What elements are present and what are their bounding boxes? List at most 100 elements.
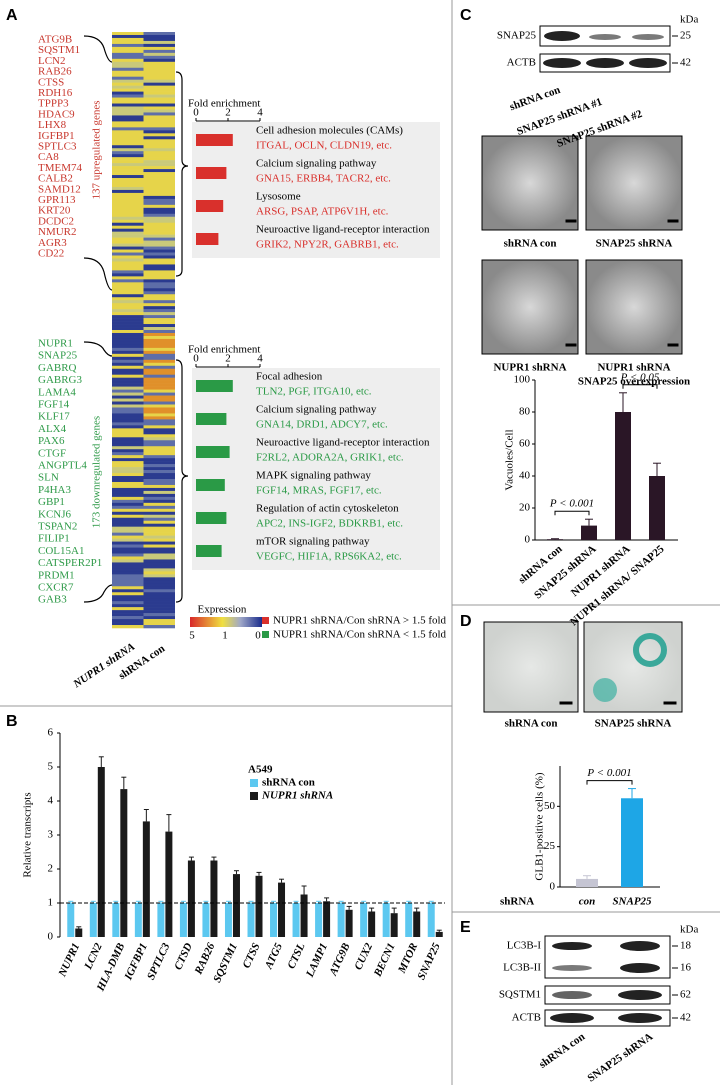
heatmap-cell (112, 425, 144, 429)
heatmap-cell (143, 133, 175, 137)
heatmap-cell (112, 121, 144, 125)
heatmap-cell (112, 595, 144, 599)
heatmap-cell (112, 160, 144, 164)
marker-label: 25 (680, 30, 692, 42)
gene-label: COL15A1 (38, 545, 84, 557)
bar (196, 134, 233, 146)
heatmap-cell (112, 210, 144, 215)
heatmap-cell (112, 273, 144, 277)
heatmap-cell (143, 583, 175, 587)
heatmap-cell (112, 309, 144, 313)
heatmap-cell (112, 70, 144, 75)
heatmap-cell (143, 589, 175, 593)
heatmap-cell (112, 413, 144, 417)
heatmap-cell (143, 309, 175, 313)
heatmap-cell (143, 91, 175, 95)
heatmap-cell (143, 222, 175, 226)
heatmap-cell (112, 118, 144, 122)
heatmap-cell (112, 601, 144, 605)
heatmap-cell (112, 386, 144, 390)
heatmap-cell (112, 222, 144, 226)
heatmap-cell (112, 303, 144, 307)
gene-label: NUPR1 (38, 338, 73, 350)
heatmap-cell (143, 487, 175, 492)
term-label: Neuroactive ligand-receptor interaction (256, 437, 430, 449)
heatmap-cell (143, 267, 175, 271)
legend-swatch (250, 792, 258, 800)
gene-label: ALX4 (38, 423, 67, 435)
heatmap-cell (143, 464, 175, 468)
panel-label: D (460, 613, 472, 630)
heatmap-cell (112, 610, 144, 614)
heatmap-cell (143, 350, 175, 355)
bar (255, 875, 263, 937)
heatmap-cell (143, 207, 175, 212)
heatmap-cell (143, 163, 175, 167)
heatmap-cell (143, 300, 175, 304)
x-tick-label: BECN1 (371, 941, 397, 979)
heatmap-cell (112, 32, 144, 36)
heatmap-cell (143, 312, 175, 316)
gene-label: CALB2 (38, 173, 73, 185)
heatmap-cell (112, 55, 144, 60)
heatmap-cell (143, 76, 175, 80)
y-tick-label: 25 (544, 840, 556, 852)
heatmap-cell (112, 124, 144, 128)
p-value: P < 0.001 (549, 498, 594, 510)
heatmap-cell (143, 321, 175, 325)
heatmap-cell (143, 410, 175, 414)
heatmap-cell (112, 395, 144, 399)
heatmap-cell (143, 467, 175, 471)
heatmap-cell (143, 106, 175, 110)
y-tick-label: 60 (519, 438, 531, 450)
gene-label: TPPP3 (38, 98, 69, 110)
heatmap-cell (143, 303, 175, 307)
axis-title: Vacuoles/Cell (504, 429, 516, 490)
gene-label: CTSS (38, 76, 64, 88)
heatmap-cell (112, 556, 144, 560)
heatmap-cell (112, 440, 144, 444)
y-tick-label: 3 (48, 829, 54, 841)
heatmap-cell (143, 213, 175, 218)
heatmap-cell (143, 344, 175, 349)
bar (360, 903, 368, 937)
heatmap-cell (143, 332, 175, 337)
heatmap-cell (112, 330, 144, 334)
heatmap-cell (112, 76, 144, 80)
gene-label: SLN (38, 472, 59, 484)
heatmap-cell (112, 306, 144, 310)
gene-label: KRT20 (38, 205, 71, 217)
heatmap-cell (112, 127, 144, 131)
x-tick-label: 0 (193, 107, 199, 119)
heatmap-cell (143, 79, 175, 83)
heatmap-cell (143, 484, 175, 489)
heatmap-cell (143, 112, 175, 116)
heatmap-cell (143, 100, 175, 104)
heatmap-cell (112, 166, 144, 170)
heatmap-cell (112, 151, 144, 155)
heatmap-cell (143, 306, 175, 310)
heatmap-cell (143, 40, 175, 45)
heatmap-cell (112, 625, 144, 629)
enrichment-box (192, 122, 440, 258)
bar (196, 446, 230, 458)
gene-list: APC2, INS-IGF2, BDKRB1, etc. (256, 518, 403, 530)
heatmap-cell (143, 175, 175, 179)
heatmap-cell (112, 198, 144, 203)
image-caption: NUPR1 shRNA (493, 362, 566, 374)
heatmap-cell (143, 115, 175, 119)
heatmap-cell (143, 601, 175, 605)
bar (75, 928, 83, 937)
term-label: Regulation of actin cytoskeleton (256, 503, 399, 515)
heatmap-cell (143, 559, 175, 563)
bar (247, 903, 255, 937)
heatmap-cell (112, 178, 144, 182)
heatmap-cell (112, 604, 144, 608)
heatmap-cell (143, 136, 175, 140)
bar (390, 913, 398, 937)
gene-label: LHX8 (38, 119, 67, 131)
heatmap-cell (112, 571, 144, 575)
heatmap-cell (112, 94, 144, 98)
heatmap-cell (112, 553, 144, 557)
heatmap-cell (143, 121, 175, 125)
